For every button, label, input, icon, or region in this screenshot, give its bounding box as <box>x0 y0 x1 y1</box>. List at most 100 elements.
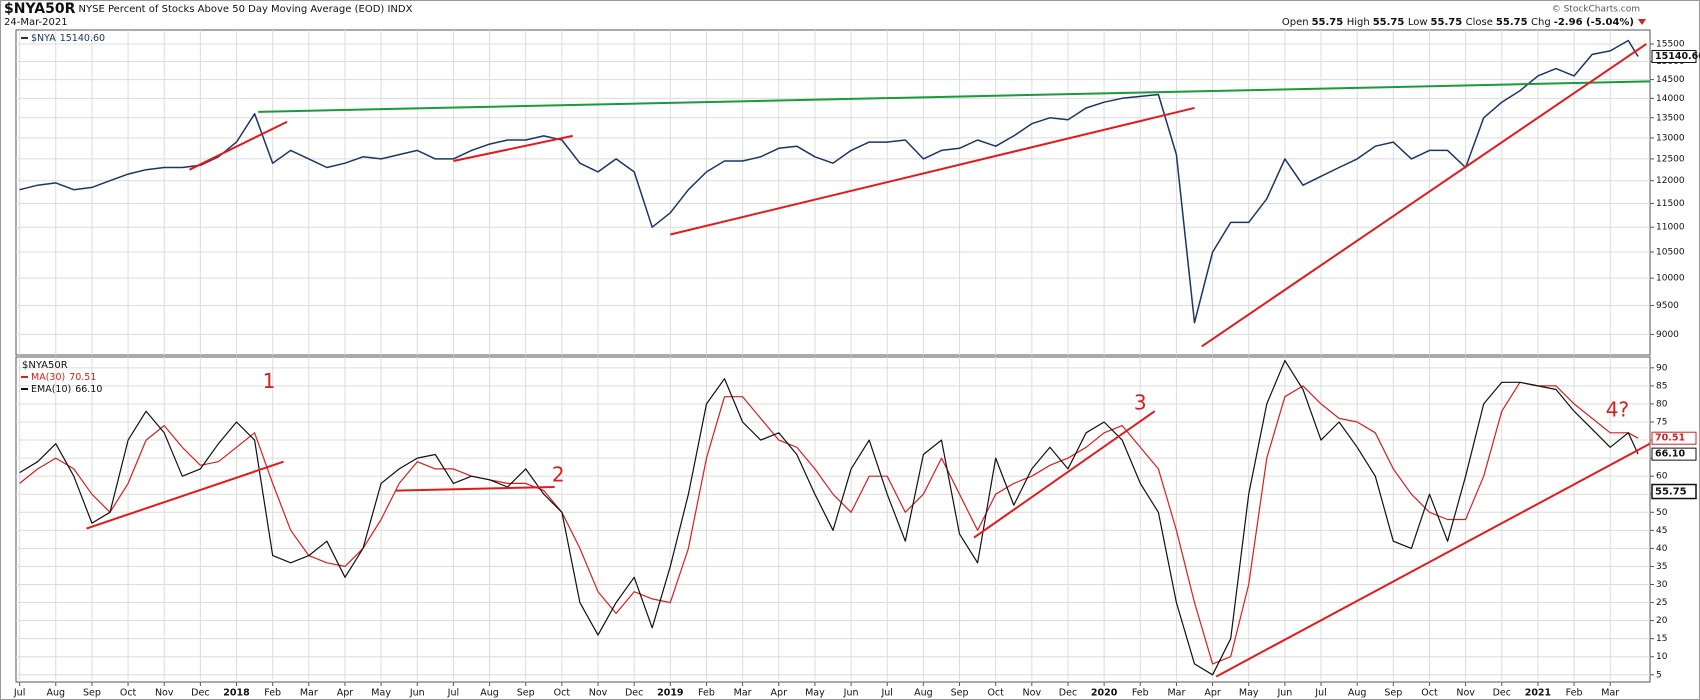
header-left: $NYA50R NYSE Percent of Stocks Above 50 … <box>4 1 413 17</box>
y-tick-label: 14500 <box>1656 75 1685 85</box>
x-tick-label: Apr <box>337 688 354 699</box>
legend-entry: $NYA 15140.60 <box>31 33 105 44</box>
close-marker <box>1651 483 1697 500</box>
x-tick-label: May <box>371 688 391 699</box>
annotation: 4? <box>1606 398 1629 422</box>
trend-line <box>86 460 284 530</box>
x-tick-label: Feb <box>1132 688 1149 699</box>
x-tick-label: Apr <box>1204 688 1221 699</box>
x-tick-label: Dec <box>625 688 643 699</box>
x-tick-label: Aug <box>46 688 65 699</box>
y-tick-label: 13500 <box>1656 113 1685 123</box>
x-tick-label: Aug <box>1348 688 1367 699</box>
y-tick-label: 10 <box>1656 652 1668 662</box>
series-line <box>19 381 1639 665</box>
y-tick-label: 60 <box>1656 472 1668 482</box>
annotation: 1 <box>263 369 276 393</box>
legend-entry: EMA(10) 66.10 <box>31 384 102 395</box>
x-tick-label: Mar <box>300 688 318 699</box>
x-tick-label: Dec <box>1493 688 1511 699</box>
y-tick-label: 11500 <box>1656 199 1685 209</box>
trend-line <box>973 410 1156 539</box>
x-tick-label: Apr <box>771 688 788 699</box>
x-tick-label: Jul <box>1314 688 1326 699</box>
quote-label: Open <box>1282 17 1309 28</box>
x-tick-label: Mar <box>1601 688 1619 699</box>
x-tick-label: May <box>1239 688 1259 699</box>
quote-value: 55.75 <box>1312 17 1344 28</box>
series-line <box>19 39 1639 324</box>
x-tick-label: May <box>805 688 825 699</box>
x-tick-label: Sep <box>83 688 101 699</box>
quote-label: High <box>1347 17 1370 28</box>
y-tick-label: 85 <box>1656 381 1667 391</box>
x-tick-label: Oct <box>1421 688 1438 699</box>
annotation: 3 <box>1134 390 1147 414</box>
legend-entry: MA(30) 70.51 <box>31 372 96 383</box>
x-tick-label: Nov <box>1456 688 1475 699</box>
y-tick-label: 20 <box>1656 616 1668 626</box>
x-tick-label: Dec <box>191 688 209 699</box>
value-marker-label: 66.10 <box>1655 449 1685 460</box>
x-tick-label: Nov <box>589 688 608 699</box>
x-tick-label: 2018 <box>223 688 250 699</box>
quote: Open 55.75 High 55.75 Low 55.75 Close 55.75 … <box>1282 17 1634 28</box>
y-tick-label: 45 <box>1656 526 1667 536</box>
legend-value: 66.10 <box>75 384 102 395</box>
x-tick-label: Aug <box>914 688 933 699</box>
y-tick-label: 50 <box>1656 508 1668 518</box>
x-tick-label: Aug <box>480 688 499 699</box>
x-tick-label: 2021 <box>1525 688 1551 699</box>
x-tick-label: Dec <box>1059 688 1077 699</box>
legend-name: MA(30) <box>31 372 65 383</box>
x-tick-label: Oct <box>120 688 137 699</box>
y-tick-label: 90 <box>1656 363 1668 373</box>
close-marker-label: 55.75 <box>1655 487 1687 498</box>
credit: © StockCharts.com <box>1552 5 1640 15</box>
quote-label: Close <box>1466 17 1493 28</box>
y-tick-label: 5 <box>1656 670 1662 680</box>
y-tick-label: 15500 <box>1656 39 1685 49</box>
x-tick-label: Feb <box>1566 688 1583 699</box>
quote-value: 55.75 <box>1496 17 1528 28</box>
value-marker <box>1651 431 1697 445</box>
y-tick-label: 30 <box>1656 580 1668 590</box>
quote-value: 55.75 <box>1431 17 1463 28</box>
y-tick-label: 35 <box>1656 562 1667 572</box>
x-tick-label: Jul <box>13 688 25 699</box>
x-tick-label: Sep <box>517 688 535 699</box>
y-tick-label: 9500 <box>1656 301 1679 311</box>
x-tick-label: Mar <box>734 688 752 699</box>
series-line <box>19 360 1639 676</box>
exchange: INDX <box>387 4 412 15</box>
y-tick-label: 14000 <box>1656 94 1685 104</box>
quote-label: Chg <box>1531 17 1551 28</box>
value-marker <box>1651 447 1697 461</box>
y-tick-label: 11000 <box>1656 223 1685 233</box>
y-tick-label: 25 <box>1656 598 1667 608</box>
y-tick-label: 80 <box>1656 399 1668 409</box>
x-tick-label: Sep <box>951 688 969 699</box>
x-tick-label: Mar <box>1167 688 1185 699</box>
symbol: $NYA50R <box>4 1 76 17</box>
trend-line <box>189 120 288 171</box>
x-tick-label: Oct <box>554 688 571 699</box>
trend-line <box>1201 43 1647 348</box>
trend-line <box>1215 442 1651 678</box>
y-tick-label: 12500 <box>1656 154 1685 164</box>
x-tick-label: Jun <box>409 688 425 699</box>
date: 24-Mar-2021 <box>4 17 68 28</box>
trend-line <box>395 486 555 492</box>
x-tick-label: 2019 <box>657 688 683 699</box>
value-marker-label: 70.51 <box>1655 433 1685 444</box>
y-tick-label: 10500 <box>1656 248 1685 258</box>
description: NYSE Percent of Stocks Above 50 Day Movi… <box>79 4 385 15</box>
annotation: 2 <box>552 463 565 487</box>
down-arrow <box>1638 19 1646 25</box>
panel <box>15 356 1651 683</box>
x-tick-label: Nov <box>155 688 174 699</box>
legend-value: 15140.60 <box>60 33 105 44</box>
x-tick-label: Oct <box>987 688 1004 699</box>
x-tick-label: Feb <box>698 688 715 699</box>
